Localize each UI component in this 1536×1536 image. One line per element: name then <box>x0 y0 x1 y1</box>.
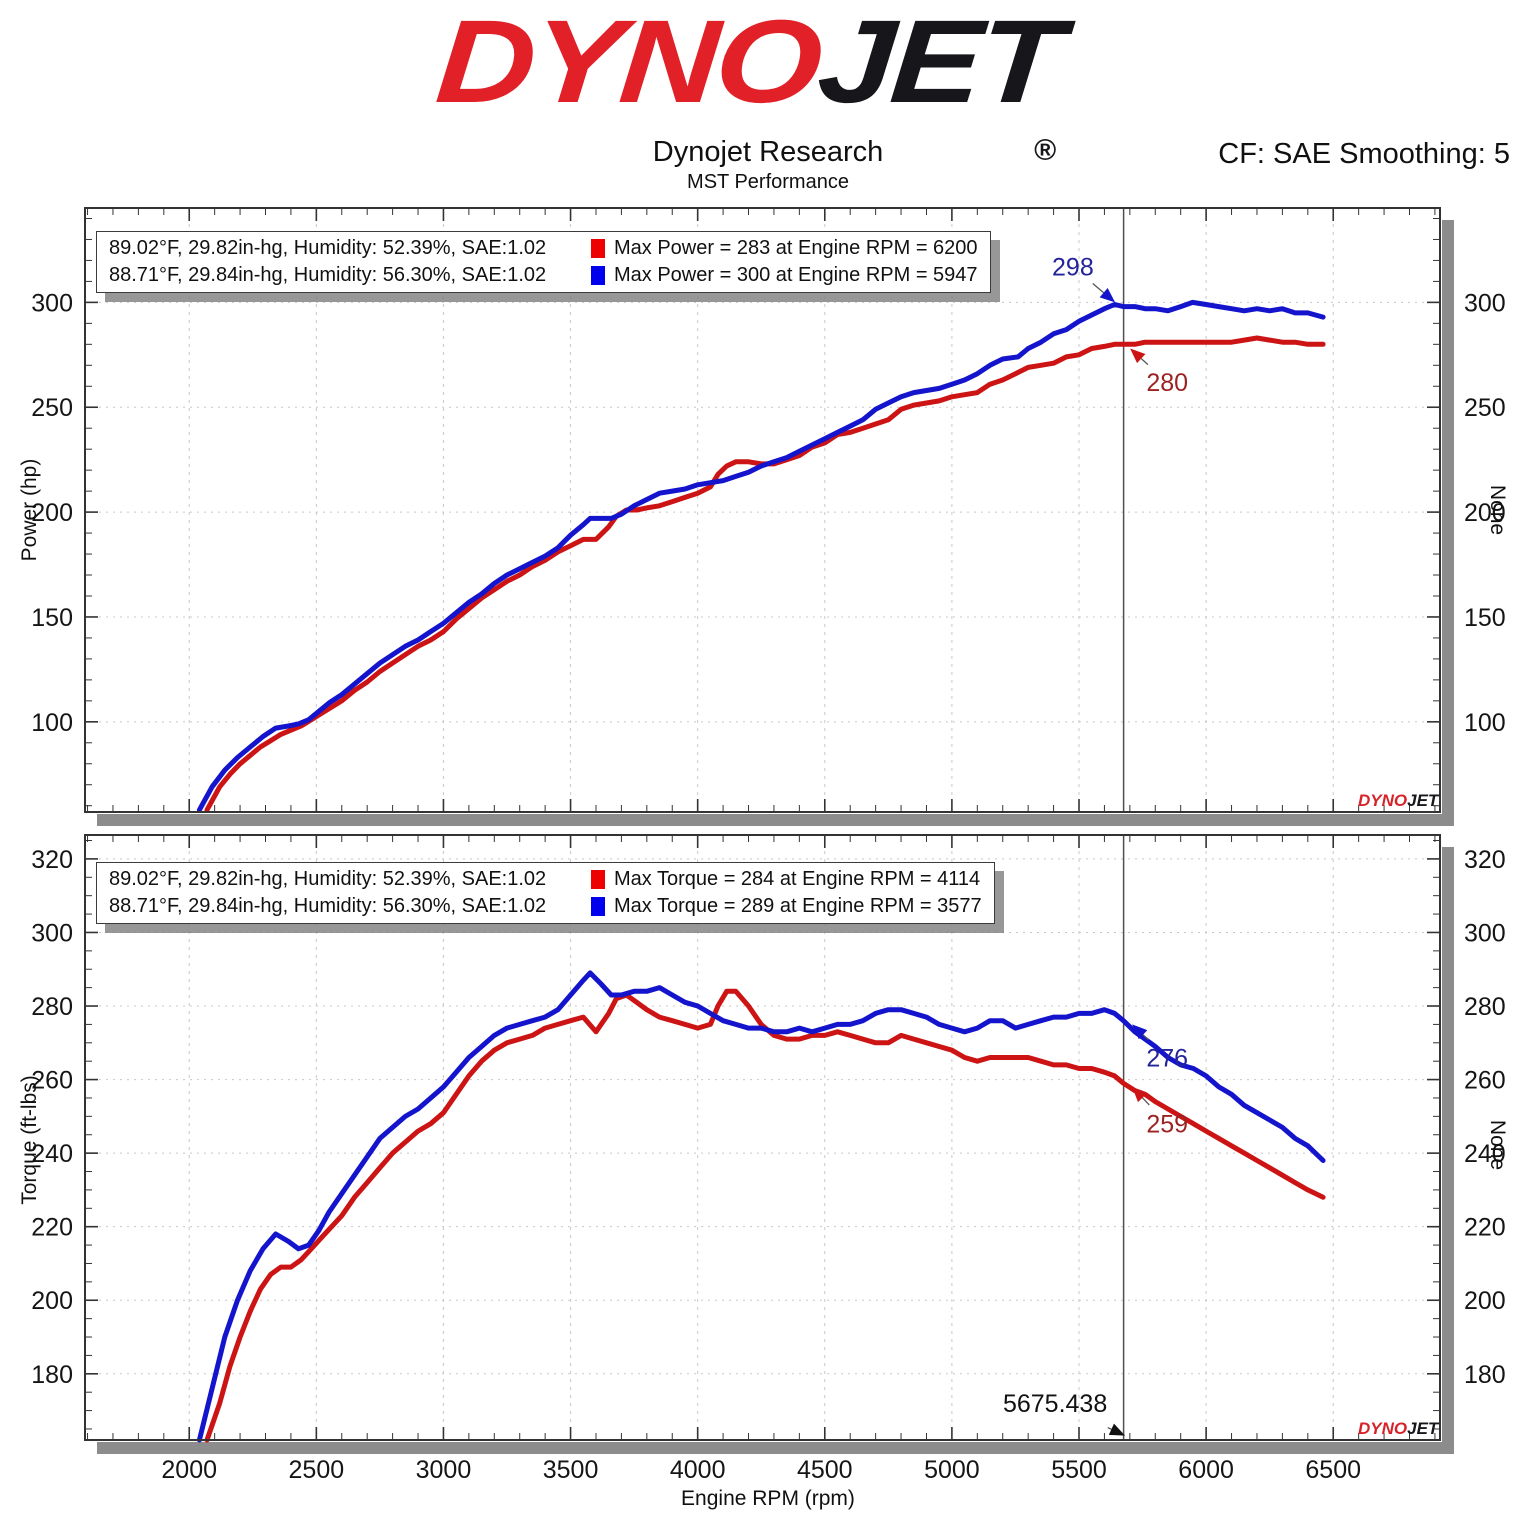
legend-swatch-blue <box>591 897 605 916</box>
plot-shadow-bottom <box>97 1442 1454 1454</box>
annotation-arrowhead <box>1132 1024 1148 1040</box>
watermark-jet: JET <box>1407 1419 1439 1438</box>
y-tick-label-right: 320 <box>1464 846 1506 874</box>
dynojet-watermark: DYNOJET <box>1358 1419 1438 1439</box>
y-tick-label: 240 <box>31 1140 73 1168</box>
page-subtitle: MST Performance <box>687 171 849 193</box>
dynojet-watermark: DYNOJET <box>1358 791 1438 811</box>
legend-env-text: 89.02°F, 29.82in-hg, Humidity: 52.39%, S… <box>109 868 547 890</box>
legend-env-text: 89.02°F, 29.82in-hg, Humidity: 52.39%, S… <box>109 237 547 259</box>
legend-max-text: Max Power = 283 at Engine RPM = 6200 <box>614 237 978 259</box>
y-tick-label: 180 <box>31 1361 73 1389</box>
legend-row-run1: 89.02°F, 29.82in-hg, Humidity: 52.39%, S… <box>109 866 982 893</box>
annotation-text: 5675.438 <box>1003 1390 1107 1418</box>
annotation-arrowhead <box>1130 348 1146 364</box>
plot-shadow-bottom <box>97 814 1454 826</box>
y-tick-label-right: 260 <box>1464 1067 1506 1095</box>
legend-row-run2: 88.71°F, 29.84in-hg, Humidity: 56.30%, S… <box>109 893 982 920</box>
x-tick-label: 4000 <box>670 1456 726 1484</box>
y-tick-label: 280 <box>31 993 73 1021</box>
y-tick-label-right: 240 <box>1464 1140 1506 1168</box>
y-tick-label-right: 180 <box>1464 1361 1506 1389</box>
legend-env-text: 88.71°F, 29.84in-hg, Humidity: 56.30%, S… <box>109 264 547 286</box>
header-logo: DYNOJET® <box>0 0 1536 168</box>
legend-row-run1: 89.02°F, 29.82in-hg, Humidity: 52.39%, S… <box>109 235 978 262</box>
cf-smoothing-label: CF: SAE Smoothing: 5 <box>1218 138 1510 170</box>
plot-shadow-right <box>1442 220 1454 826</box>
torque-vs-rpm-series-red <box>204 988 1326 1443</box>
legend-swatch-blue <box>591 266 605 285</box>
x-tick-label: 5500 <box>1051 1456 1107 1484</box>
annotation-leader <box>1142 1034 1149 1041</box>
y-tick-label: 200 <box>31 499 73 527</box>
x-tick-label: 2000 <box>161 1456 217 1484</box>
torque-chart-legend: 89.02°F, 29.82in-hg, Humidity: 52.39%, S… <box>96 862 995 924</box>
annotation-leader <box>1140 358 1149 366</box>
y-tick-label: 300 <box>31 919 73 947</box>
registered-mark: ® <box>1034 134 1057 167</box>
plot-background <box>85 835 1440 1440</box>
annotation-arrowhead <box>1132 1086 1147 1103</box>
y-tick-label-right: 200 <box>1464 1287 1506 1315</box>
legend-swatch-red <box>591 870 605 889</box>
annotation-leader <box>1142 1097 1150 1106</box>
x-tick-label: 5000 <box>924 1456 980 1484</box>
y-tick-label: 150 <box>31 604 73 632</box>
annotation-leader <box>1092 283 1105 294</box>
plot-border <box>84 207 1441 813</box>
y-tick-label-right: 280 <box>1464 993 1506 1021</box>
y-tick-label: 260 <box>31 1067 73 1095</box>
x-tick-label: 2500 <box>289 1456 345 1484</box>
watermark-jet: JET <box>1407 791 1439 810</box>
x-tick-label: 6500 <box>1305 1456 1361 1484</box>
annotation-text: 298 <box>1052 254 1094 282</box>
annotation-text: 280 <box>1146 369 1188 397</box>
x-tick-label: 6000 <box>1178 1456 1234 1484</box>
watermark-dyno: DYNO <box>1358 791 1408 810</box>
x-tick-label: 4500 <box>797 1456 853 1484</box>
annotation-arrowhead <box>1108 1423 1126 1436</box>
watermark-dyno: DYNO <box>1358 1419 1408 1438</box>
legend-swatch-red <box>591 239 605 258</box>
power-vs-rpm-series-red <box>204 335 1326 813</box>
annotation-leader <box>1107 1426 1112 1430</box>
x-axis-label: Engine RPM (rpm) <box>681 1487 855 1510</box>
legend-max-text: Max Torque = 289 at Engine RPM = 3577 <box>614 895 982 917</box>
y-tick-label-right: 250 <box>1464 394 1506 422</box>
annotation-arrowhead <box>1099 287 1116 303</box>
y-tick-label-right: 220 <box>1464 1214 1506 1242</box>
plot-border <box>84 834 1441 1441</box>
legend-max-text: Max Torque = 284 at Engine RPM = 4114 <box>614 868 981 890</box>
page-title: Dynojet Research <box>652 136 884 168</box>
y-tick-label: 100 <box>31 709 73 737</box>
y-tick-label-right: 300 <box>1464 919 1506 947</box>
torque-y-axis-label: Torque (ft-lbs) <box>18 1075 41 1205</box>
legend-max-text: Max Power = 300 at Engine RPM = 5947 <box>614 264 978 286</box>
y-tick-label: 320 <box>31 846 73 874</box>
annotation-text: 259 <box>1146 1111 1188 1139</box>
y-tick-label-right: 200 <box>1464 499 1506 527</box>
y-tick-label: 300 <box>31 289 73 317</box>
x-tick-label: 3000 <box>416 1456 472 1484</box>
y-tick-label-right: 100 <box>1464 709 1506 737</box>
y-tick-label: 200 <box>31 1287 73 1315</box>
power-y-axis-label: Power (hp) <box>18 458 41 562</box>
torque-right-axis-label: None <box>1486 1119 1509 1171</box>
y-tick-label: 220 <box>31 1214 73 1242</box>
power-vs-rpm-series-blue <box>196 299 1326 813</box>
power-chart-legend: 89.02°F, 29.82in-hg, Humidity: 52.39%, S… <box>96 231 991 293</box>
annotation-text: 276 <box>1146 1045 1188 1073</box>
y-tick-label: 250 <box>31 394 73 422</box>
plot-shadow-right <box>1442 847 1454 1454</box>
y-tick-label-right: 300 <box>1464 289 1506 317</box>
plot-background <box>85 208 1440 812</box>
legend-env-text: 88.71°F, 29.84in-hg, Humidity: 56.30%, S… <box>109 895 547 917</box>
y-tick-label-right: 150 <box>1464 604 1506 632</box>
power-right-axis-label: None <box>1486 484 1509 536</box>
torque-vs-rpm-series-blue <box>196 970 1326 1443</box>
x-tick-label: 3500 <box>543 1456 599 1484</box>
legend-row-run2: 88.71°F, 29.84in-hg, Humidity: 56.30%, S… <box>109 262 978 289</box>
